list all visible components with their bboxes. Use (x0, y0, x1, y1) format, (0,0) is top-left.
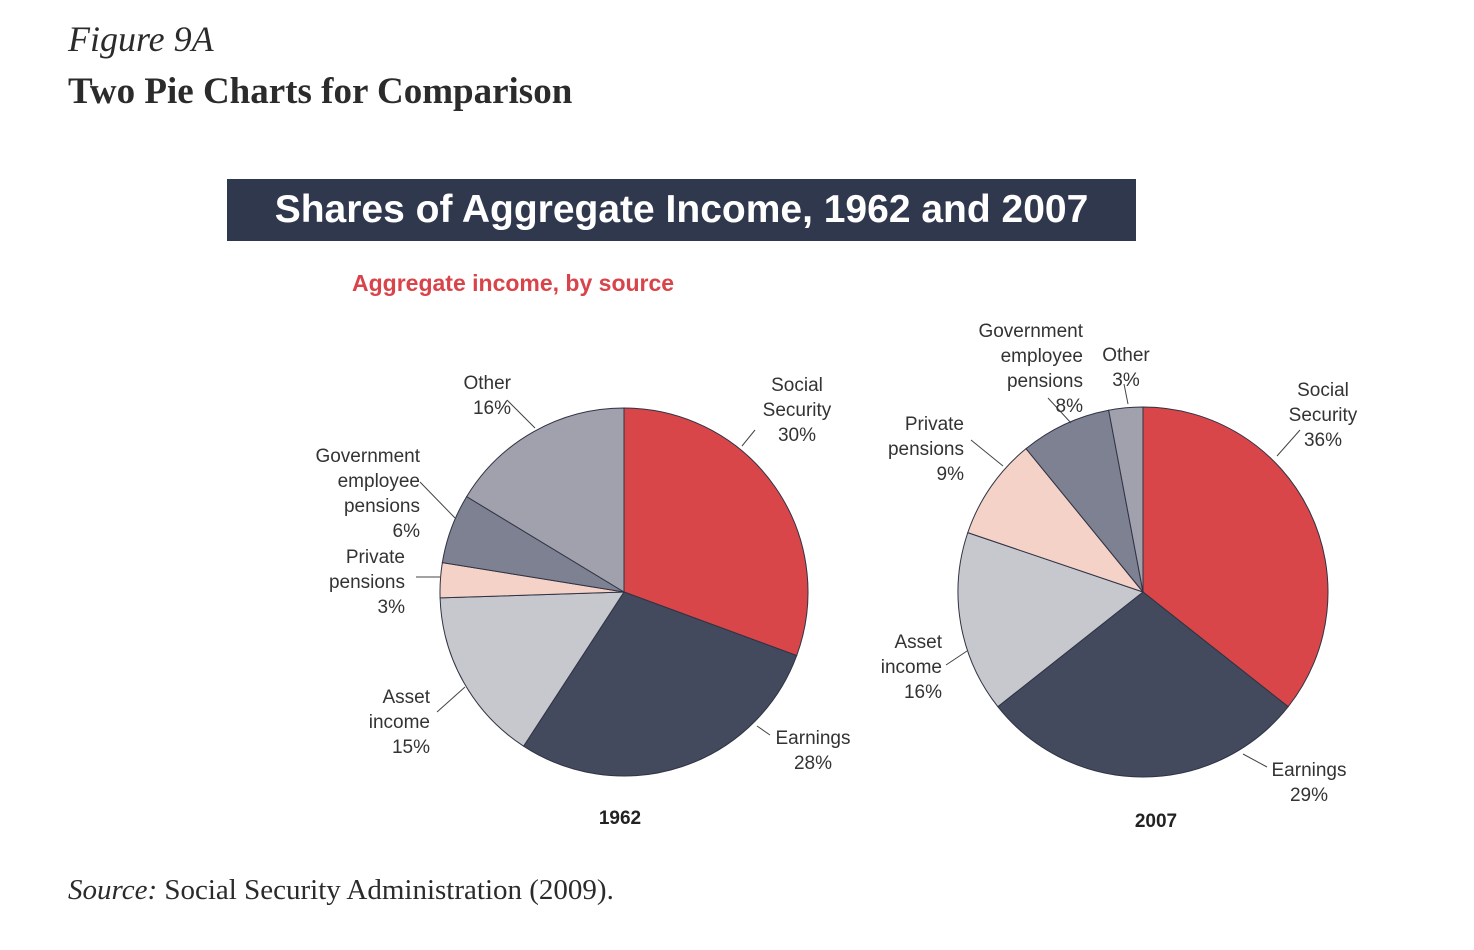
slice-label-other: Other 3% (1102, 345, 1150, 391)
slice-label-line: Security (1289, 405, 1358, 426)
leader-line-earnings (1242, 753, 1268, 768)
slice-label-line: 8% (1056, 396, 1084, 417)
slice-label-line: 29% (1290, 785, 1328, 806)
leader-line-government-employee-pensions (1047, 397, 1072, 424)
pie-slice-social-security (1142, 406, 1329, 708)
slice-label-private-pensions: Private pensions 3% (329, 547, 405, 618)
pie-chart-1962: Social Security 30% Earnings 28% Asset income 1… (315, 373, 850, 829)
leader-line-asset-income (945, 650, 968, 666)
slice-label-line: 3% (378, 597, 406, 618)
slice-label-line: 16% (473, 398, 511, 419)
slice-label-line: Government (315, 446, 420, 467)
leader-line-other (1123, 383, 1129, 405)
slice-label-earnings: Earnings 28% (776, 728, 851, 774)
figure-label: Figure 9A (68, 19, 214, 59)
slice-label-asset-income: Asset income 16% (881, 632, 943, 703)
leader-line-asset-income (436, 686, 466, 713)
pie-slice-private-pensions (967, 447, 1145, 594)
slice-label-line: Private (346, 547, 405, 568)
chart-banner-title: Shares of Aggregate Income, 1962 and 200… (227, 179, 1136, 241)
slice-label-line: 6% (393, 521, 421, 542)
slice-label-government-employee-pensions: Government employee pensions 6% (315, 446, 420, 542)
slice-label-line: Earnings (776, 728, 851, 749)
slice-label-line: Other (463, 373, 511, 394)
pie-slice-other (1108, 406, 1144, 593)
chart-subtitle: Aggregate income, by source (352, 270, 675, 296)
slice-label-line: 28% (794, 753, 832, 774)
source-text: Social Security Administration (2009). (157, 874, 614, 906)
pie-slice-earnings (522, 591, 798, 777)
slice-label-line: Other (1102, 345, 1150, 366)
source-prefix: Source: (68, 874, 158, 906)
slice-label-line: 36% (1304, 430, 1342, 451)
pie-slice-other (465, 407, 625, 593)
slice-label-line: 9% (937, 464, 965, 485)
pie-slice-government-employee-pensions (1025, 409, 1144, 593)
slice-label-line: 15% (392, 737, 430, 758)
slice-label-line: pensions (1007, 371, 1083, 392)
slice-label-social-security: Social Security 36% (1289, 380, 1358, 451)
pie-slice-social-security (623, 407, 809, 657)
slice-label-social-security: Social Security 30% (763, 375, 832, 446)
slice-label-line: Asset (382, 687, 430, 708)
slice-label-line: Social (1297, 380, 1349, 401)
leader-line-social-security (1276, 429, 1301, 457)
pie-year-label: 1962 (599, 808, 641, 829)
slice-label-line: Asset (894, 632, 942, 653)
slice-label-line: 16% (904, 682, 942, 703)
slice-label-line: pensions (888, 439, 964, 460)
leader-line-social-security (741, 429, 756, 447)
pie-year-label: 2007 (1135, 811, 1177, 832)
leader-line-earnings (756, 725, 771, 736)
slice-label-line: income (881, 657, 942, 678)
slice-label-government-employee-pensions: Government employee pensions 8% (978, 321, 1083, 417)
slice-label-line: employee (338, 471, 420, 492)
pie-slice-asset-income (957, 532, 1145, 708)
slice-label-line: income (369, 712, 430, 733)
slice-label-line: 3% (1112, 370, 1140, 391)
slice-label-earnings: Earnings 29% (1272, 760, 1347, 806)
leader-line-government-employee-pensions (419, 481, 456, 519)
slice-label-line: Government (978, 321, 1083, 342)
slice-label-line: Earnings (1272, 760, 1347, 781)
slice-label-line: Social (771, 375, 823, 396)
slice-label-line: 30% (778, 425, 816, 446)
pie-slice-earnings (997, 591, 1289, 778)
leader-line-other (506, 399, 536, 429)
slice-label-line: employee (1001, 346, 1083, 367)
source-note: Source: Social Security Administration (… (68, 874, 614, 907)
pie-chart-2007: Social Security 36% Earnings 29% Asset income 1… (881, 321, 1358, 832)
slice-label-line: Security (763, 400, 832, 421)
slice-label-other: Other 16% (463, 373, 511, 419)
slice-label-asset-income: Asset income 15% (369, 687, 431, 758)
pie-slice-asset-income (439, 591, 625, 747)
slice-label-private-pensions: Private pensions 9% (888, 414, 964, 485)
slice-label-line: pensions (344, 496, 420, 517)
leader-line-private-pensions (970, 439, 1004, 467)
slice-label-line: Private (905, 414, 964, 435)
figure-title: Two Pie Charts for Comparison (68, 71, 573, 112)
slice-label-line: pensions (329, 572, 405, 593)
